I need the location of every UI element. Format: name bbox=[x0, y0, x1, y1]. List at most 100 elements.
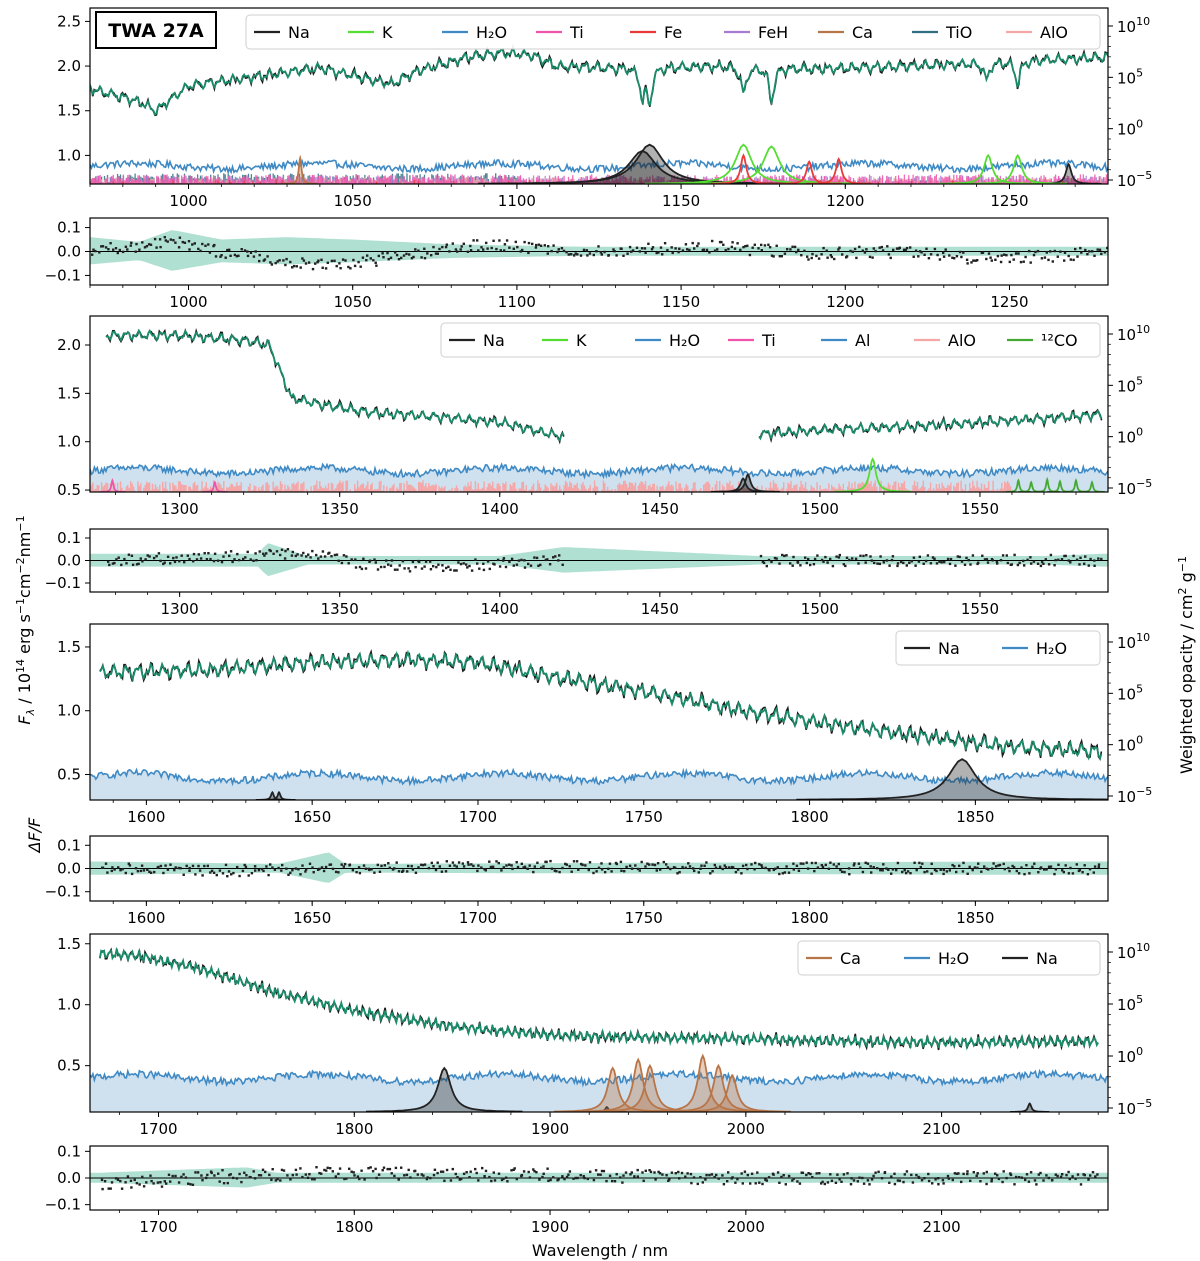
resid-point bbox=[499, 249, 502, 252]
resid-point bbox=[114, 1177, 118, 1180]
resid-point bbox=[550, 867, 554, 870]
resid-point bbox=[130, 554, 134, 557]
resid-point bbox=[462, 1172, 466, 1175]
resid-point bbox=[393, 568, 397, 571]
resid-point bbox=[468, 564, 471, 568]
resid-point bbox=[506, 1180, 509, 1183]
main-xtick-label: 1300 bbox=[161, 500, 199, 518]
resid-point bbox=[568, 865, 571, 868]
resid-point bbox=[1057, 558, 1060, 561]
resid-point bbox=[592, 253, 595, 257]
resid-point bbox=[709, 872, 712, 875]
resid-point bbox=[286, 548, 290, 551]
resid-point bbox=[662, 860, 665, 864]
resid-point bbox=[841, 253, 844, 256]
resid-point bbox=[240, 1180, 243, 1184]
resid-point bbox=[1076, 1173, 1080, 1176]
resid-point bbox=[280, 869, 283, 872]
resid-point bbox=[169, 863, 172, 866]
resid-point bbox=[895, 247, 899, 250]
resid-point bbox=[187, 240, 191, 243]
resid-point bbox=[543, 244, 546, 247]
resid-point bbox=[535, 1171, 538, 1174]
resid-point bbox=[1075, 863, 1078, 866]
resid-point bbox=[163, 1180, 166, 1183]
resid-point bbox=[1029, 556, 1032, 559]
resid-point bbox=[705, 1173, 708, 1177]
resid-point bbox=[386, 1167, 389, 1171]
resid-point bbox=[495, 860, 498, 863]
resid-point bbox=[134, 250, 137, 253]
resid-point bbox=[644, 865, 647, 868]
resid-point bbox=[531, 242, 534, 246]
resid-point bbox=[148, 555, 151, 558]
resid-point bbox=[1029, 1171, 1033, 1174]
resid-point bbox=[534, 246, 538, 249]
opacity-ytick-label: 100 bbox=[1117, 1045, 1143, 1066]
resid-point bbox=[1057, 863, 1060, 866]
resid-point bbox=[381, 252, 384, 255]
resid-point bbox=[958, 864, 961, 867]
resid-point bbox=[787, 871, 791, 874]
resid-point bbox=[805, 861, 808, 864]
resid-point bbox=[816, 866, 820, 869]
resid-point bbox=[1003, 253, 1006, 256]
resid-xtick-label: 1300 bbox=[161, 600, 199, 618]
main-xtick-label: 1700 bbox=[139, 1120, 177, 1138]
resid-point bbox=[564, 862, 567, 866]
resid-point bbox=[1012, 258, 1015, 261]
resid-point bbox=[861, 870, 865, 874]
resid-point bbox=[315, 1166, 318, 1169]
resid-point bbox=[339, 267, 342, 270]
resid-point bbox=[357, 866, 361, 869]
resid-point bbox=[902, 248, 906, 251]
resid-point bbox=[141, 560, 144, 563]
resid-point bbox=[449, 1179, 453, 1182]
resid-point bbox=[508, 560, 511, 564]
resid-point bbox=[258, 550, 261, 553]
resid-point bbox=[981, 554, 984, 557]
resid-point bbox=[497, 1172, 501, 1175]
observed-spectrum-line bbox=[90, 43, 1108, 117]
resid-point bbox=[558, 870, 561, 874]
resid-xtick-label: 1800 bbox=[335, 1218, 373, 1236]
resid-point bbox=[373, 558, 376, 561]
resid-point bbox=[716, 248, 719, 251]
resid-point bbox=[644, 1169, 647, 1172]
resid-point bbox=[969, 1179, 972, 1182]
resid-point bbox=[1014, 252, 1018, 255]
resid-point bbox=[349, 267, 352, 270]
resid-point bbox=[895, 868, 898, 872]
main-xtick-label: 1850 bbox=[956, 808, 994, 826]
resid-point bbox=[631, 249, 635, 252]
resid-point bbox=[249, 251, 253, 254]
resid-point bbox=[126, 1175, 130, 1178]
resid-point bbox=[111, 866, 114, 869]
resid-point bbox=[484, 869, 487, 872]
resid-point bbox=[347, 265, 350, 269]
resid-point bbox=[920, 1179, 924, 1182]
legend-label-na: Na bbox=[1036, 949, 1058, 968]
resid-point bbox=[753, 868, 756, 871]
resid-point bbox=[269, 549, 272, 553]
resid-point bbox=[447, 565, 450, 568]
resid-point bbox=[218, 1180, 221, 1183]
resid-point bbox=[1103, 251, 1107, 254]
resid-point bbox=[936, 253, 939, 257]
resid-point bbox=[607, 254, 610, 257]
resid-point bbox=[1051, 260, 1054, 263]
resid-point bbox=[628, 245, 632, 249]
resid-point bbox=[833, 257, 836, 261]
resid-point bbox=[608, 1174, 612, 1177]
resid-point bbox=[316, 261, 319, 264]
resid-point bbox=[758, 1181, 761, 1184]
opacity-ytick-label: 100 bbox=[1117, 734, 1143, 755]
resid-point bbox=[368, 559, 372, 562]
resid-point bbox=[954, 564, 957, 567]
resid-point bbox=[482, 568, 486, 572]
resid-point bbox=[520, 1174, 524, 1177]
resid-point bbox=[492, 1171, 495, 1174]
resid-point bbox=[462, 865, 466, 868]
resid-xtick-label: 1100 bbox=[498, 293, 536, 311]
resid-point bbox=[811, 1176, 814, 1179]
